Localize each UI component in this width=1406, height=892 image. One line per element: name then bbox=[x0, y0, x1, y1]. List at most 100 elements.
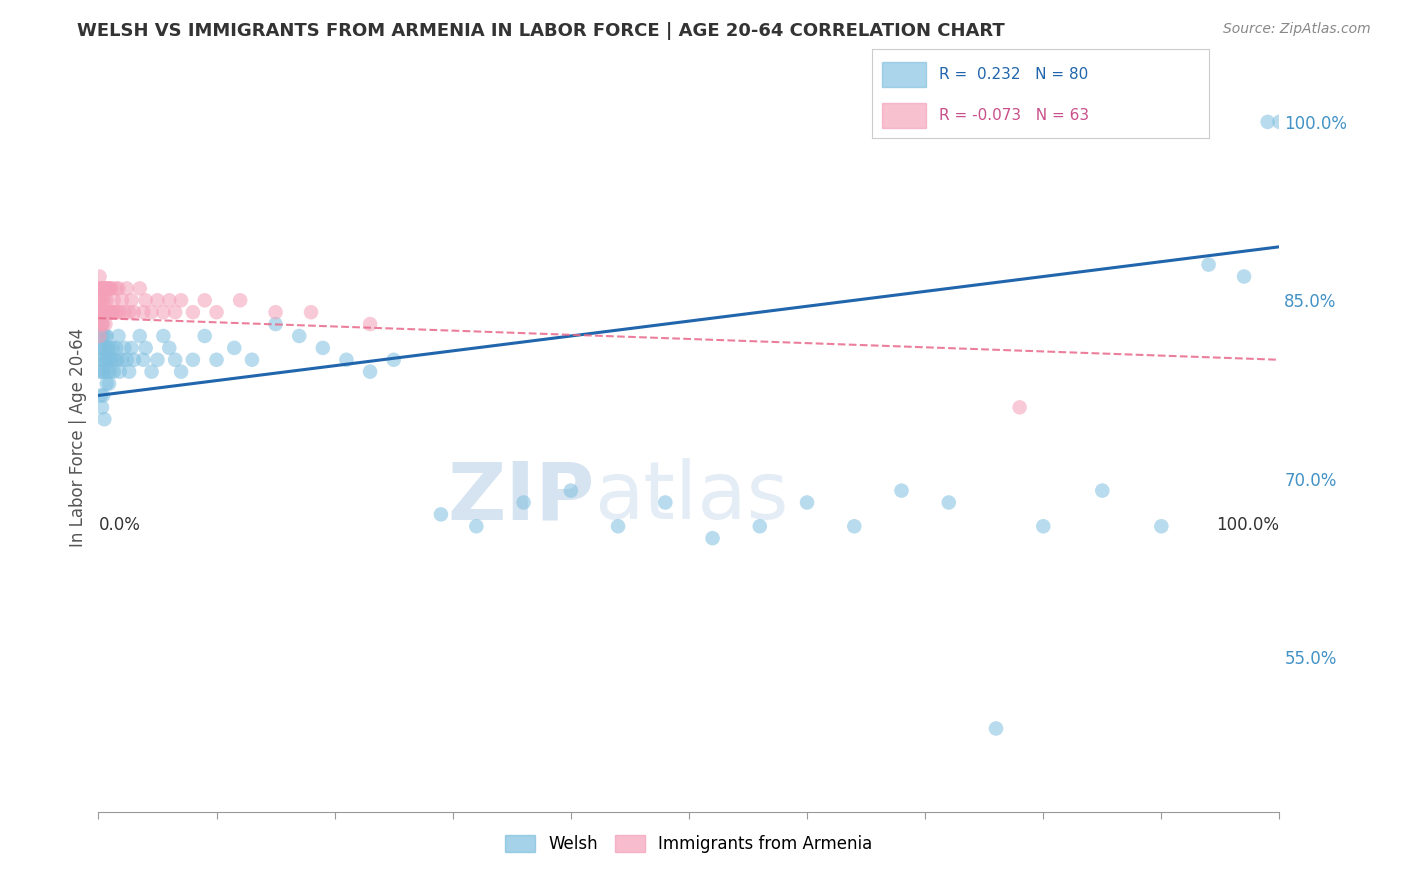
Point bbox=[1233, 269, 1256, 284]
Point bbox=[93, 412, 115, 426]
Text: Source: ZipAtlas.com: Source: ZipAtlas.com bbox=[1223, 22, 1371, 37]
Point bbox=[98, 376, 121, 391]
Text: atlas: atlas bbox=[595, 458, 789, 536]
Point bbox=[104, 305, 127, 319]
Point bbox=[97, 305, 120, 319]
Point bbox=[96, 376, 118, 391]
Point bbox=[90, 388, 112, 402]
Point bbox=[105, 352, 128, 367]
Point bbox=[118, 305, 141, 319]
Point bbox=[382, 352, 405, 367]
Point bbox=[264, 305, 287, 319]
Point bbox=[89, 293, 111, 308]
Point bbox=[91, 401, 114, 415]
Point bbox=[170, 293, 193, 308]
Point bbox=[103, 293, 125, 308]
Point bbox=[96, 329, 118, 343]
Point bbox=[1091, 483, 1114, 498]
Point bbox=[152, 305, 174, 319]
Point bbox=[93, 341, 115, 355]
Point bbox=[607, 519, 630, 533]
Point bbox=[91, 317, 114, 331]
Point bbox=[93, 365, 115, 379]
Point bbox=[91, 281, 114, 295]
Point bbox=[359, 365, 381, 379]
Point bbox=[118, 365, 141, 379]
Point bbox=[103, 365, 125, 379]
Point bbox=[115, 352, 138, 367]
Point bbox=[107, 281, 129, 295]
Point bbox=[98, 365, 121, 379]
Point bbox=[98, 305, 121, 319]
Point bbox=[89, 269, 111, 284]
Point bbox=[128, 329, 150, 343]
Point bbox=[152, 329, 174, 343]
Point bbox=[112, 341, 135, 355]
Point bbox=[157, 293, 180, 308]
Text: R = -0.073   N = 63: R = -0.073 N = 63 bbox=[939, 108, 1090, 122]
Point bbox=[299, 305, 322, 319]
Point bbox=[121, 341, 143, 355]
Point bbox=[108, 305, 131, 319]
Point bbox=[91, 281, 114, 295]
Point bbox=[121, 293, 143, 308]
Point bbox=[1008, 401, 1031, 415]
Point bbox=[98, 352, 121, 367]
Point bbox=[194, 329, 217, 343]
Point bbox=[98, 305, 121, 319]
Point bbox=[93, 293, 115, 308]
Point bbox=[264, 317, 287, 331]
Point bbox=[100, 281, 122, 295]
Point bbox=[105, 341, 128, 355]
Point bbox=[90, 352, 112, 367]
Point bbox=[141, 365, 163, 379]
Point bbox=[91, 305, 114, 319]
Point bbox=[98, 341, 121, 355]
Point bbox=[181, 352, 204, 367]
Point bbox=[91, 317, 114, 331]
Point bbox=[984, 722, 1007, 736]
Point bbox=[94, 317, 117, 331]
Point bbox=[98, 281, 121, 295]
Point bbox=[90, 305, 112, 319]
Point bbox=[89, 281, 111, 295]
Point bbox=[89, 365, 111, 379]
Point bbox=[90, 317, 112, 331]
Point bbox=[205, 305, 228, 319]
Point bbox=[141, 305, 163, 319]
Point bbox=[100, 305, 122, 319]
Point bbox=[111, 352, 134, 367]
Point bbox=[89, 305, 111, 319]
Point bbox=[94, 281, 117, 295]
Point bbox=[194, 293, 217, 308]
Point bbox=[91, 317, 114, 331]
Bar bbox=[882, 103, 925, 128]
Y-axis label: In Labor Force | Age 20-64: In Labor Force | Age 20-64 bbox=[69, 327, 87, 547]
Point bbox=[135, 341, 157, 355]
Point bbox=[560, 483, 582, 498]
Point bbox=[91, 341, 114, 355]
Point bbox=[170, 365, 193, 379]
Point bbox=[240, 352, 263, 367]
Point bbox=[702, 531, 724, 545]
Point bbox=[224, 341, 246, 355]
Text: 0.0%: 0.0% bbox=[98, 516, 141, 533]
Point bbox=[122, 352, 145, 367]
Point bbox=[90, 281, 112, 295]
Point bbox=[91, 352, 114, 367]
Point bbox=[1268, 115, 1291, 129]
Point bbox=[165, 305, 187, 319]
Point bbox=[96, 293, 118, 308]
Point bbox=[844, 519, 866, 533]
Point bbox=[359, 317, 381, 331]
Point bbox=[96, 305, 118, 319]
Point bbox=[89, 329, 111, 343]
Point bbox=[105, 281, 128, 295]
Point bbox=[91, 305, 114, 319]
Point bbox=[132, 352, 155, 367]
Point bbox=[1198, 258, 1220, 272]
Point bbox=[91, 293, 114, 308]
Point bbox=[94, 329, 117, 343]
Point bbox=[288, 329, 311, 343]
Point bbox=[157, 341, 180, 355]
